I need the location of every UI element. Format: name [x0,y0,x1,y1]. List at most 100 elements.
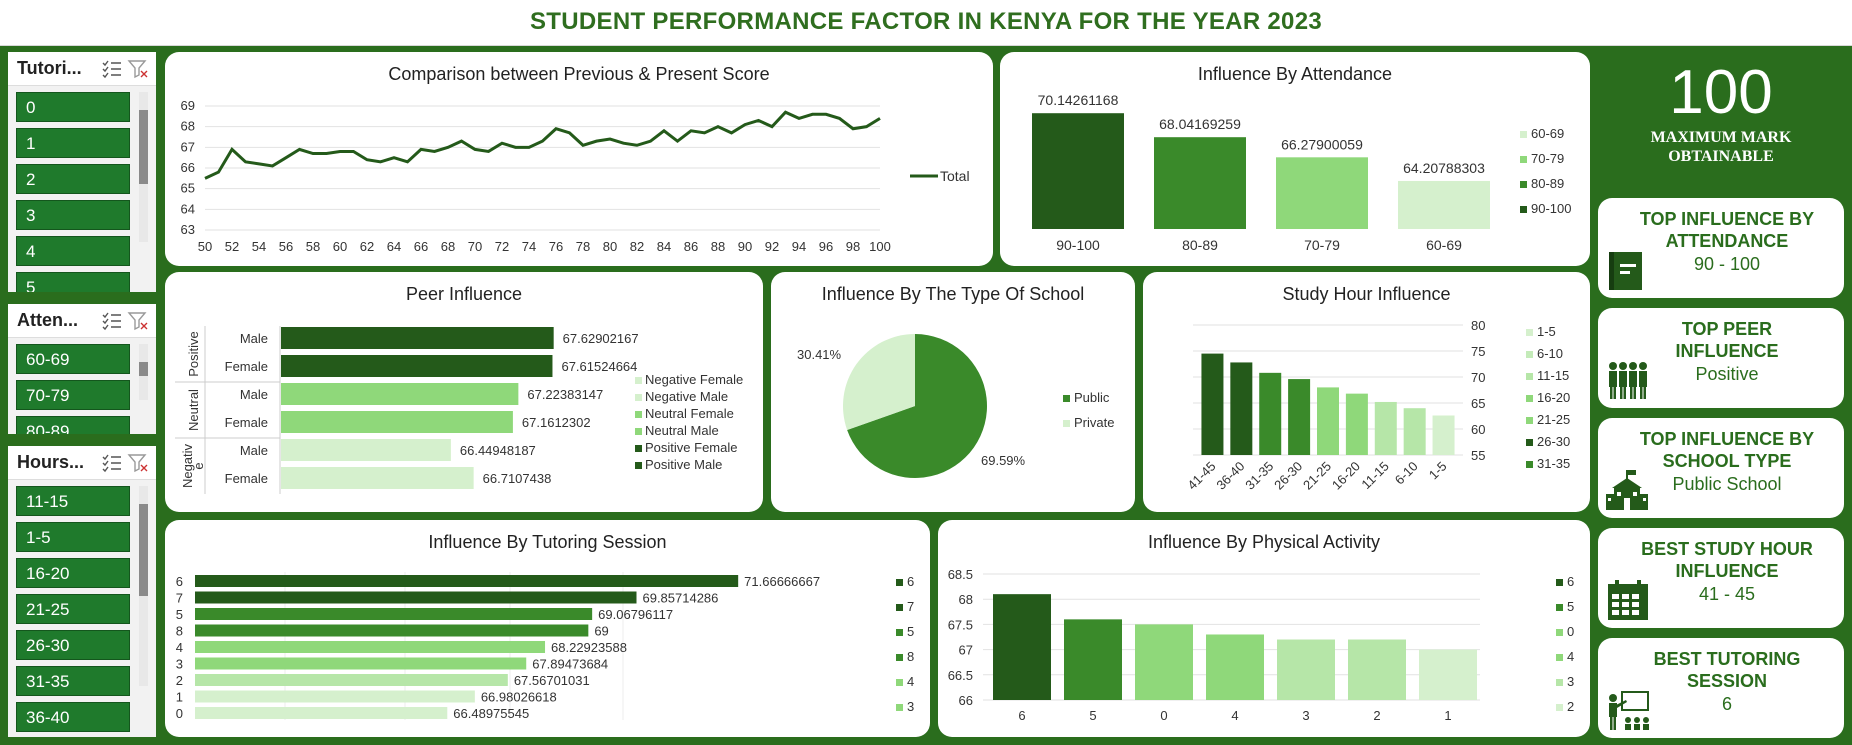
y-tick-label: 63 [181,222,195,237]
slicer-item[interactable]: 1-5 [16,522,130,552]
slicer-item[interactable]: 36-40 [16,702,130,732]
x-tick-label: 0 [1160,708,1167,723]
legend-label: 80-89 [1531,176,1564,191]
bar [1432,415,1455,455]
slicer-item[interactable]: 31-35 [16,666,130,696]
x-tick-label: 92 [765,239,779,254]
slicer-item[interactable]: 16-20 [16,558,130,588]
y-category-label: 6 [176,574,183,589]
kpi-card: TOP INFLUENCE BY ATTENDANCE 90 - 100 [1598,198,1844,298]
school-building-icon [1604,468,1652,512]
kpi-card: BEST STUDY HOUR INFLUENCE 41 - 45 [1598,528,1844,628]
slicer-scroll-thumb[interactable] [139,362,148,376]
data-label: 64.20788303 [1403,160,1485,176]
legend-label: Negative Female [645,372,743,387]
line-chart-prev-present: 63 64 65 66 67 68 69 50 52 54 56 58 60 62 64 66 68 70 72 74… [181,98,970,254]
chart-title: Study Hour Influence [1282,284,1451,304]
data-label: 69.59% [981,453,1026,468]
kpi-value: 90 - 100 [1693,254,1761,274]
bar [281,355,553,377]
x-tick-label: 36-40 [1213,459,1247,493]
kpi-title-line: TOP INFLUENCE BY [1639,209,1815,229]
bar [1032,113,1124,229]
y-tick-label: 70 [1471,370,1485,385]
slicer-tutoring: Tutori... 0 1 2 3 4 5 [8,52,156,292]
y-tick-label: 66 [181,160,195,175]
slicer-item[interactable]: 60-69 [16,344,130,374]
slicer-scroll-thumb[interactable] [139,504,148,596]
multi-select-icon[interactable] [101,310,123,332]
slicer-item[interactable]: 21-25 [16,594,130,624]
legend-label: 2 [1567,699,1574,714]
legend-swatch [635,394,642,401]
clear-filter-icon[interactable] [127,310,149,332]
clear-filter-icon[interactable] [127,58,149,80]
x-tick-label: 76 [549,239,563,254]
legend-swatch [1520,181,1527,188]
kpi-card: TOP INFLUENCE BY SCHOOL TYPE Public School [1598,418,1844,518]
legend-label: Positive Female [645,440,737,455]
slicer-header: Hours... [8,446,156,480]
bar [195,591,637,604]
x-tick-label: 6 [1018,708,1025,723]
slicer-item[interactable]: 80-89 [16,416,130,434]
x-tick-label: 5 [1089,708,1096,723]
multi-select-icon[interactable] [101,58,123,80]
legend-swatch [1556,604,1563,611]
slicer-item[interactable]: 1 [16,128,130,158]
x-tick-label: 70 [468,239,482,254]
slicer-scrollbar[interactable] [139,486,148,686]
legend-label: 6-10 [1537,346,1563,361]
bar-chart-attendance: 70.14261168 90-100 68.04169259 80-89 66.2790… [1032,92,1571,253]
clear-filter-icon[interactable] [127,452,149,474]
calendar-icon [1604,578,1652,622]
legend-label: 70-79 [1531,151,1564,166]
y-category-label: 7 [176,591,183,606]
pie-slice [847,334,987,478]
legend-label: 8 [907,649,914,664]
x-tick-label: 64 [387,239,401,254]
slicer-item[interactable]: 3 [16,200,130,230]
x-tick-label: 21-25 [1300,459,1334,493]
x-tick-label: 1-5 [1426,459,1450,483]
y-category-label: 4 [176,640,183,655]
y-tick-label: 68 [181,119,195,134]
slicer-item[interactable]: 2 [16,164,130,194]
slicer-item[interactable]: 4 [16,236,130,266]
data-label: 66.27900059 [1281,136,1363,152]
slicer-item[interactable]: 70-79 [16,380,130,410]
kpi-value: 41 - 45 [1698,584,1756,604]
bar [1064,619,1122,700]
slicer-item[interactable]: 5 [16,272,130,292]
x-tick-label: 62 [360,239,374,254]
group-label: Neutral [186,389,201,431]
multi-select-icon[interactable] [101,452,123,474]
slicer-item[interactable]: 0 [16,92,130,122]
kpi-title: BEST TUTORING SESSION [1622,648,1832,692]
slicer-item[interactable]: 11-15 [16,486,130,516]
data-label: 66.44948187 [460,443,536,458]
data-label: 70.14261168 [1038,92,1119,108]
data-label: 67.61524664 [561,359,637,374]
bar [281,383,519,405]
legend-label: 4 [1567,649,1574,664]
y-tick-label: 68.5 [948,567,973,582]
bar [195,657,527,670]
bar [1206,634,1264,700]
legend-swatch [1556,654,1563,661]
slicer-scroll-thumb[interactable] [139,110,148,184]
bar [195,707,448,719]
slicer-scrollbar[interactable] [139,92,148,242]
chart-title: Influence By The Type Of School [821,284,1085,304]
legend-label: Neutral Female [645,406,734,421]
slicer-item[interactable]: 26-30 [16,630,130,660]
bar [1201,353,1224,455]
slicer-scrollbar[interactable] [139,344,148,400]
x-tick-label: 66 [414,239,428,254]
bar [1317,387,1339,455]
chart-title: Comparison between Previous & Present Sc… [388,64,770,84]
y-tick-label: 60 [1471,422,1485,437]
kpi-max-mark-label-1: MAXIMUM MARK [1650,129,1792,146]
x-tick-label: 56 [279,239,293,254]
bar [1277,639,1335,700]
